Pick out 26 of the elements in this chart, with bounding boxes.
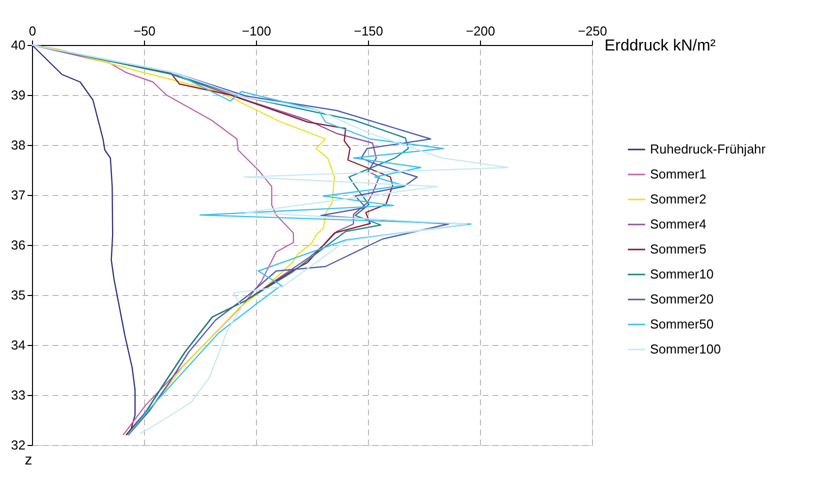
y-tick-label: 38 bbox=[11, 138, 26, 152]
y-tick-label: 34 bbox=[11, 338, 26, 352]
x-tick-label: −250 bbox=[578, 24, 608, 38]
y-tick-label: 35 bbox=[11, 288, 26, 302]
legend-label: Sommer20 bbox=[650, 292, 714, 306]
legend-label: Sommer10 bbox=[650, 266, 714, 282]
legend-label: Sommer2 bbox=[650, 192, 706, 206]
y-tick-label: 32 bbox=[11, 438, 26, 452]
y-tick-label: 37 bbox=[11, 188, 26, 202]
x-tick-label: −50 bbox=[133, 24, 156, 38]
y-tick-label: 33 bbox=[11, 388, 26, 402]
y-axis-title: z bbox=[24, 452, 32, 468]
y-tick-label: 39 bbox=[11, 88, 26, 102]
legend-label: Sommer1 bbox=[650, 166, 706, 182]
x-tick-label: −200 bbox=[466, 24, 496, 38]
y-tick-label: 40 bbox=[11, 38, 26, 52]
legend-label: Sommer100 bbox=[650, 342, 721, 356]
x-tick-label: −150 bbox=[354, 24, 384, 38]
x-axis-title: Erddruck kN/m² bbox=[604, 38, 716, 54]
legend-label: Ruhedruck-Frühjahr bbox=[650, 142, 766, 156]
legend-label: Sommer4 bbox=[650, 216, 706, 232]
x-tick-label: 0 bbox=[28, 24, 36, 38]
legend-label: Sommer5 bbox=[650, 242, 706, 256]
y-tick-label: 36 bbox=[11, 238, 26, 252]
x-tick-label: −100 bbox=[242, 24, 272, 38]
legend-label: Sommer50 bbox=[650, 316, 714, 332]
